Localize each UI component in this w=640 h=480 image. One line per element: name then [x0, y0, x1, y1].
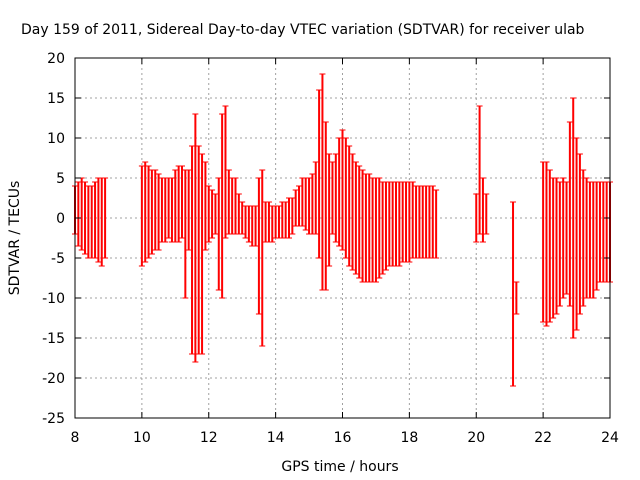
error-bar-point [510, 201, 517, 387]
error-bar-point [212, 193, 219, 235]
error-bar-point [570, 97, 577, 339]
error-bar-point [580, 169, 587, 307]
x-tick-label: 14 [267, 430, 285, 446]
error-bar-point [138, 165, 145, 267]
error-bar-point [312, 161, 319, 235]
y-axis-title: SDTVAR / TECUs [7, 181, 23, 296]
x-tick-label: 12 [200, 430, 218, 446]
error-bar-point [433, 189, 440, 259]
error-bar-point [199, 153, 206, 355]
y-tick-label: -5 [51, 251, 65, 267]
y-tick-label: 0 [56, 211, 65, 227]
x-tick-label: 16 [334, 430, 352, 446]
error-bar-point [239, 201, 246, 235]
y-tick-label: 5 [56, 171, 65, 187]
error-bar-point [205, 185, 212, 243]
error-bar-point [82, 181, 89, 255]
y-tick-label: 15 [47, 91, 65, 107]
error-bar-point [479, 177, 486, 243]
error-bar-point [336, 137, 343, 247]
error-bar-point [356, 165, 363, 279]
error-bar-point [179, 165, 185, 239]
error-bar-point [102, 177, 109, 259]
error-bar-point [145, 165, 152, 259]
error-bar-point [185, 169, 192, 251]
x-tick-label: 24 [601, 430, 619, 446]
error-bar-point [553, 177, 560, 315]
error-bar-point [255, 177, 262, 315]
error-bar-point [513, 281, 520, 315]
error-bar-point [326, 153, 333, 267]
error-bar-point [189, 145, 196, 355]
error-bar-point [259, 169, 266, 347]
x-tick-label: 20 [467, 430, 485, 446]
error-bar-point [376, 177, 383, 279]
error-bar-point [566, 121, 573, 307]
y-tick-label: 10 [47, 131, 65, 147]
y-tick-label: -15 [42, 331, 65, 347]
error-bar-point [352, 161, 359, 275]
y-tick-label: 20 [47, 51, 65, 67]
error-bar-point [573, 137, 580, 331]
error-bar-point [219, 113, 226, 299]
y-tick-label: -10 [42, 291, 65, 307]
error-bar-point [476, 105, 483, 235]
error-bar-point [192, 113, 199, 363]
error-bar-point [142, 161, 149, 263]
error-bar-point [75, 181, 82, 247]
y-tick-label: -25 [42, 411, 65, 427]
chart-title: Day 159 of 2011, Sidereal Day-to-day VTE… [21, 22, 585, 38]
error-bar-point [252, 205, 259, 247]
error-bar-point [543, 161, 550, 327]
error-bar-point [332, 153, 339, 243]
error-bar-point [222, 105, 229, 239]
error-bar-point [329, 161, 336, 235]
error-bar-point [202, 161, 209, 251]
data-series [72, 73, 613, 387]
x-tick-label: 8 [71, 430, 80, 446]
error-bar-point [563, 181, 570, 295]
error-bar-point [322, 121, 329, 291]
error-bar-point [316, 89, 323, 259]
x-axis-title: GPS time / hours [281, 459, 398, 475]
error-bar-point [342, 137, 349, 259]
error-bar-point [473, 193, 480, 243]
error-bar-point [576, 153, 583, 315]
tick-labels: 8 10 12 14 16 18 20 22 24 20 15 10 5 0 -5 -10 -15 -20 -25 [42, 51, 619, 446]
x-tick-label: 10 [133, 430, 151, 446]
error-bar-point [209, 189, 216, 239]
axis-ticks [74, 57, 611, 419]
error-bar-point [155, 173, 162, 251]
error-bar-point [349, 153, 356, 271]
error-bar-point [560, 177, 567, 299]
y-tick-label: -20 [42, 371, 65, 387]
error-bar-point [289, 197, 296, 235]
error-bar-point [483, 193, 490, 235]
error-bar-point [546, 169, 553, 323]
error-bar-point [92, 181, 99, 259]
x-tick-label: 18 [400, 430, 418, 446]
error-bar-point [556, 181, 563, 307]
error-bar-point [339, 129, 346, 251]
x-tick-label: 22 [534, 430, 552, 446]
error-bar-point [215, 177, 222, 291]
error-bar-point [346, 145, 353, 267]
